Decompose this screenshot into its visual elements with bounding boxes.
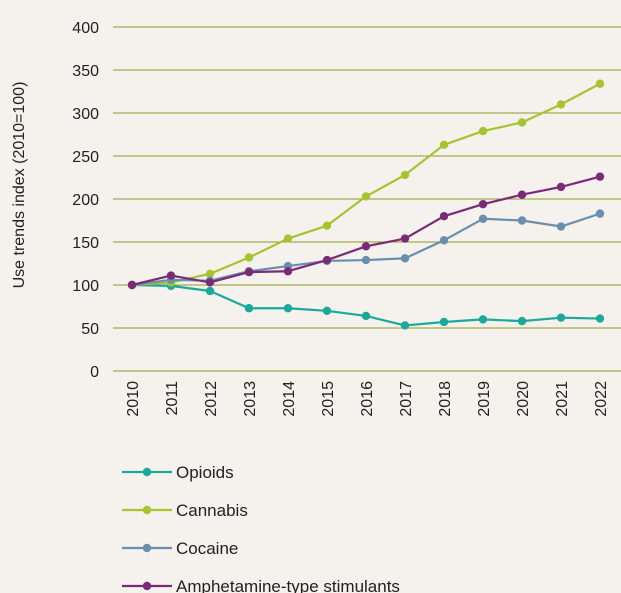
data-point bbox=[439, 317, 449, 327]
data-point bbox=[595, 314, 605, 323]
y-tick-label: 200 bbox=[72, 192, 99, 209]
data-point bbox=[283, 267, 293, 276]
data-point bbox=[595, 209, 605, 218]
data-point bbox=[478, 126, 488, 136]
data-point bbox=[283, 304, 293, 313]
series-lines bbox=[127, 79, 605, 330]
legend-label: Cannabis bbox=[176, 501, 248, 520]
legend-item: Cocaine bbox=[122, 539, 238, 558]
data-point bbox=[400, 321, 410, 330]
x-tick-label: 2016 bbox=[359, 381, 376, 417]
legend: Opioids Cannabis Cocaine Amphetamine-type s… bbox=[122, 463, 400, 593]
data-point bbox=[322, 306, 332, 315]
data-point bbox=[439, 236, 449, 245]
y-tick-label: 350 bbox=[72, 63, 99, 80]
data-point bbox=[244, 253, 254, 262]
x-tick-label: 2012 bbox=[203, 381, 220, 417]
x-tick-label: 2013 bbox=[242, 381, 259, 417]
data-point bbox=[361, 192, 371, 201]
data-point bbox=[205, 278, 215, 287]
data-point bbox=[439, 140, 449, 150]
data-point bbox=[283, 234, 293, 243]
data-point bbox=[322, 255, 332, 265]
data-point bbox=[439, 212, 449, 221]
data-point bbox=[595, 172, 605, 181]
data-point bbox=[400, 254, 410, 263]
data-point bbox=[556, 100, 566, 109]
y-tick-label: 250 bbox=[72, 149, 99, 166]
x-tick-label: 2011 bbox=[164, 381, 181, 416]
data-point bbox=[517, 190, 527, 199]
legend-label: Opioids bbox=[176, 463, 234, 482]
legend-marker bbox=[142, 581, 152, 591]
y-tick-label: 100 bbox=[72, 278, 99, 295]
legend-item: Opioids bbox=[122, 463, 234, 482]
y-tick-label: 50 bbox=[81, 321, 99, 338]
x-axis-ticks: 2010 2011 2012 2013 2014 2015 2016 2017 2018 2019… bbox=[125, 381, 610, 417]
data-point bbox=[244, 304, 254, 313]
x-tick-label: 2022 bbox=[593, 381, 610, 417]
data-point bbox=[361, 311, 371, 321]
series-opioids bbox=[127, 280, 605, 330]
data-point bbox=[478, 214, 488, 223]
legend-label: Cocaine bbox=[176, 539, 238, 558]
y-tick-label: 0 bbox=[90, 364, 99, 381]
y-axis-ticks: 0 50 100 150 200 250 300 350 400 bbox=[72, 20, 99, 381]
series-amphetamine-type-stimulants bbox=[127, 172, 605, 290]
data-point bbox=[517, 118, 527, 127]
x-tick-label: 2017 bbox=[398, 381, 415, 417]
data-point bbox=[595, 79, 605, 88]
x-tick-label: 2020 bbox=[515, 381, 532, 417]
y-tick-label: 400 bbox=[72, 20, 99, 37]
legend-marker bbox=[142, 543, 152, 553]
x-tick-label: 2021 bbox=[554, 381, 571, 417]
data-point bbox=[361, 242, 371, 251]
data-point bbox=[205, 269, 215, 279]
legend-item: Cannabis bbox=[122, 501, 248, 520]
data-point bbox=[400, 234, 410, 243]
legend-item: Amphetamine-type stimulants bbox=[122, 577, 400, 593]
y-tick-label: 150 bbox=[72, 235, 99, 252]
data-point bbox=[166, 271, 176, 280]
data-point bbox=[205, 286, 215, 296]
series-cannabis bbox=[127, 79, 605, 290]
x-tick-label: 2018 bbox=[437, 381, 454, 417]
series-line bbox=[131, 82, 601, 287]
y-axis-title: Use trends index (2010=100) bbox=[11, 82, 28, 289]
data-point bbox=[478, 315, 488, 324]
data-point bbox=[400, 170, 410, 180]
data-point bbox=[478, 199, 488, 209]
data-point bbox=[127, 280, 137, 290]
data-point bbox=[361, 255, 371, 265]
legend-marker bbox=[142, 467, 152, 477]
legend-label: Amphetamine-type stimulants bbox=[176, 577, 400, 593]
y-tick-label: 300 bbox=[72, 106, 99, 123]
legend-marker bbox=[142, 505, 152, 515]
x-tick-label: 2019 bbox=[476, 381, 493, 417]
data-point bbox=[517, 216, 527, 225]
data-point bbox=[517, 316, 527, 326]
data-point bbox=[556, 222, 566, 231]
x-tick-label: 2010 bbox=[125, 381, 142, 417]
data-point bbox=[322, 221, 332, 230]
data-point bbox=[244, 267, 254, 277]
x-tick-label: 2015 bbox=[320, 381, 337, 417]
x-tick-label: 2014 bbox=[281, 381, 298, 417]
data-point bbox=[556, 313, 566, 322]
data-point bbox=[556, 182, 566, 192]
